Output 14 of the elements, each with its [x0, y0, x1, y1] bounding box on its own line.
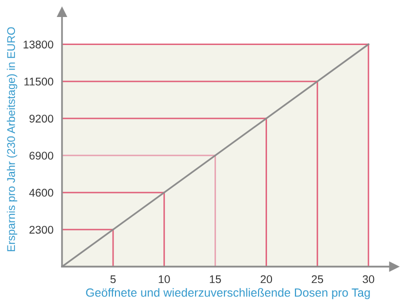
y-tick-label: 2300 [30, 226, 54, 234]
y-tick-label: 11500 [24, 78, 54, 86]
x-axis-title: Geöffnete und wiederzuverschließende Dosen pro Tag [86, 288, 370, 300]
y-tick-label: 9200 [29, 114, 54, 123]
x-tick-label: 20 [260, 275, 272, 284]
x-tick-label: 15 [210, 275, 221, 284]
y-tick-label: 13800 [24, 40, 54, 48]
y-tick-label: 4600 [29, 188, 54, 197]
y-tick-label: 6900 [30, 152, 54, 160]
x-tick-label: 10 [158, 275, 170, 284]
y-axis-title: Ersparnis pro Jahr (230 Arbeitstage) in EURO [6, 27, 18, 252]
x-tick-label: 5 [110, 275, 116, 284]
x-tick-label: 25 [312, 275, 324, 284]
x-tick-label: 30 [362, 275, 374, 284]
